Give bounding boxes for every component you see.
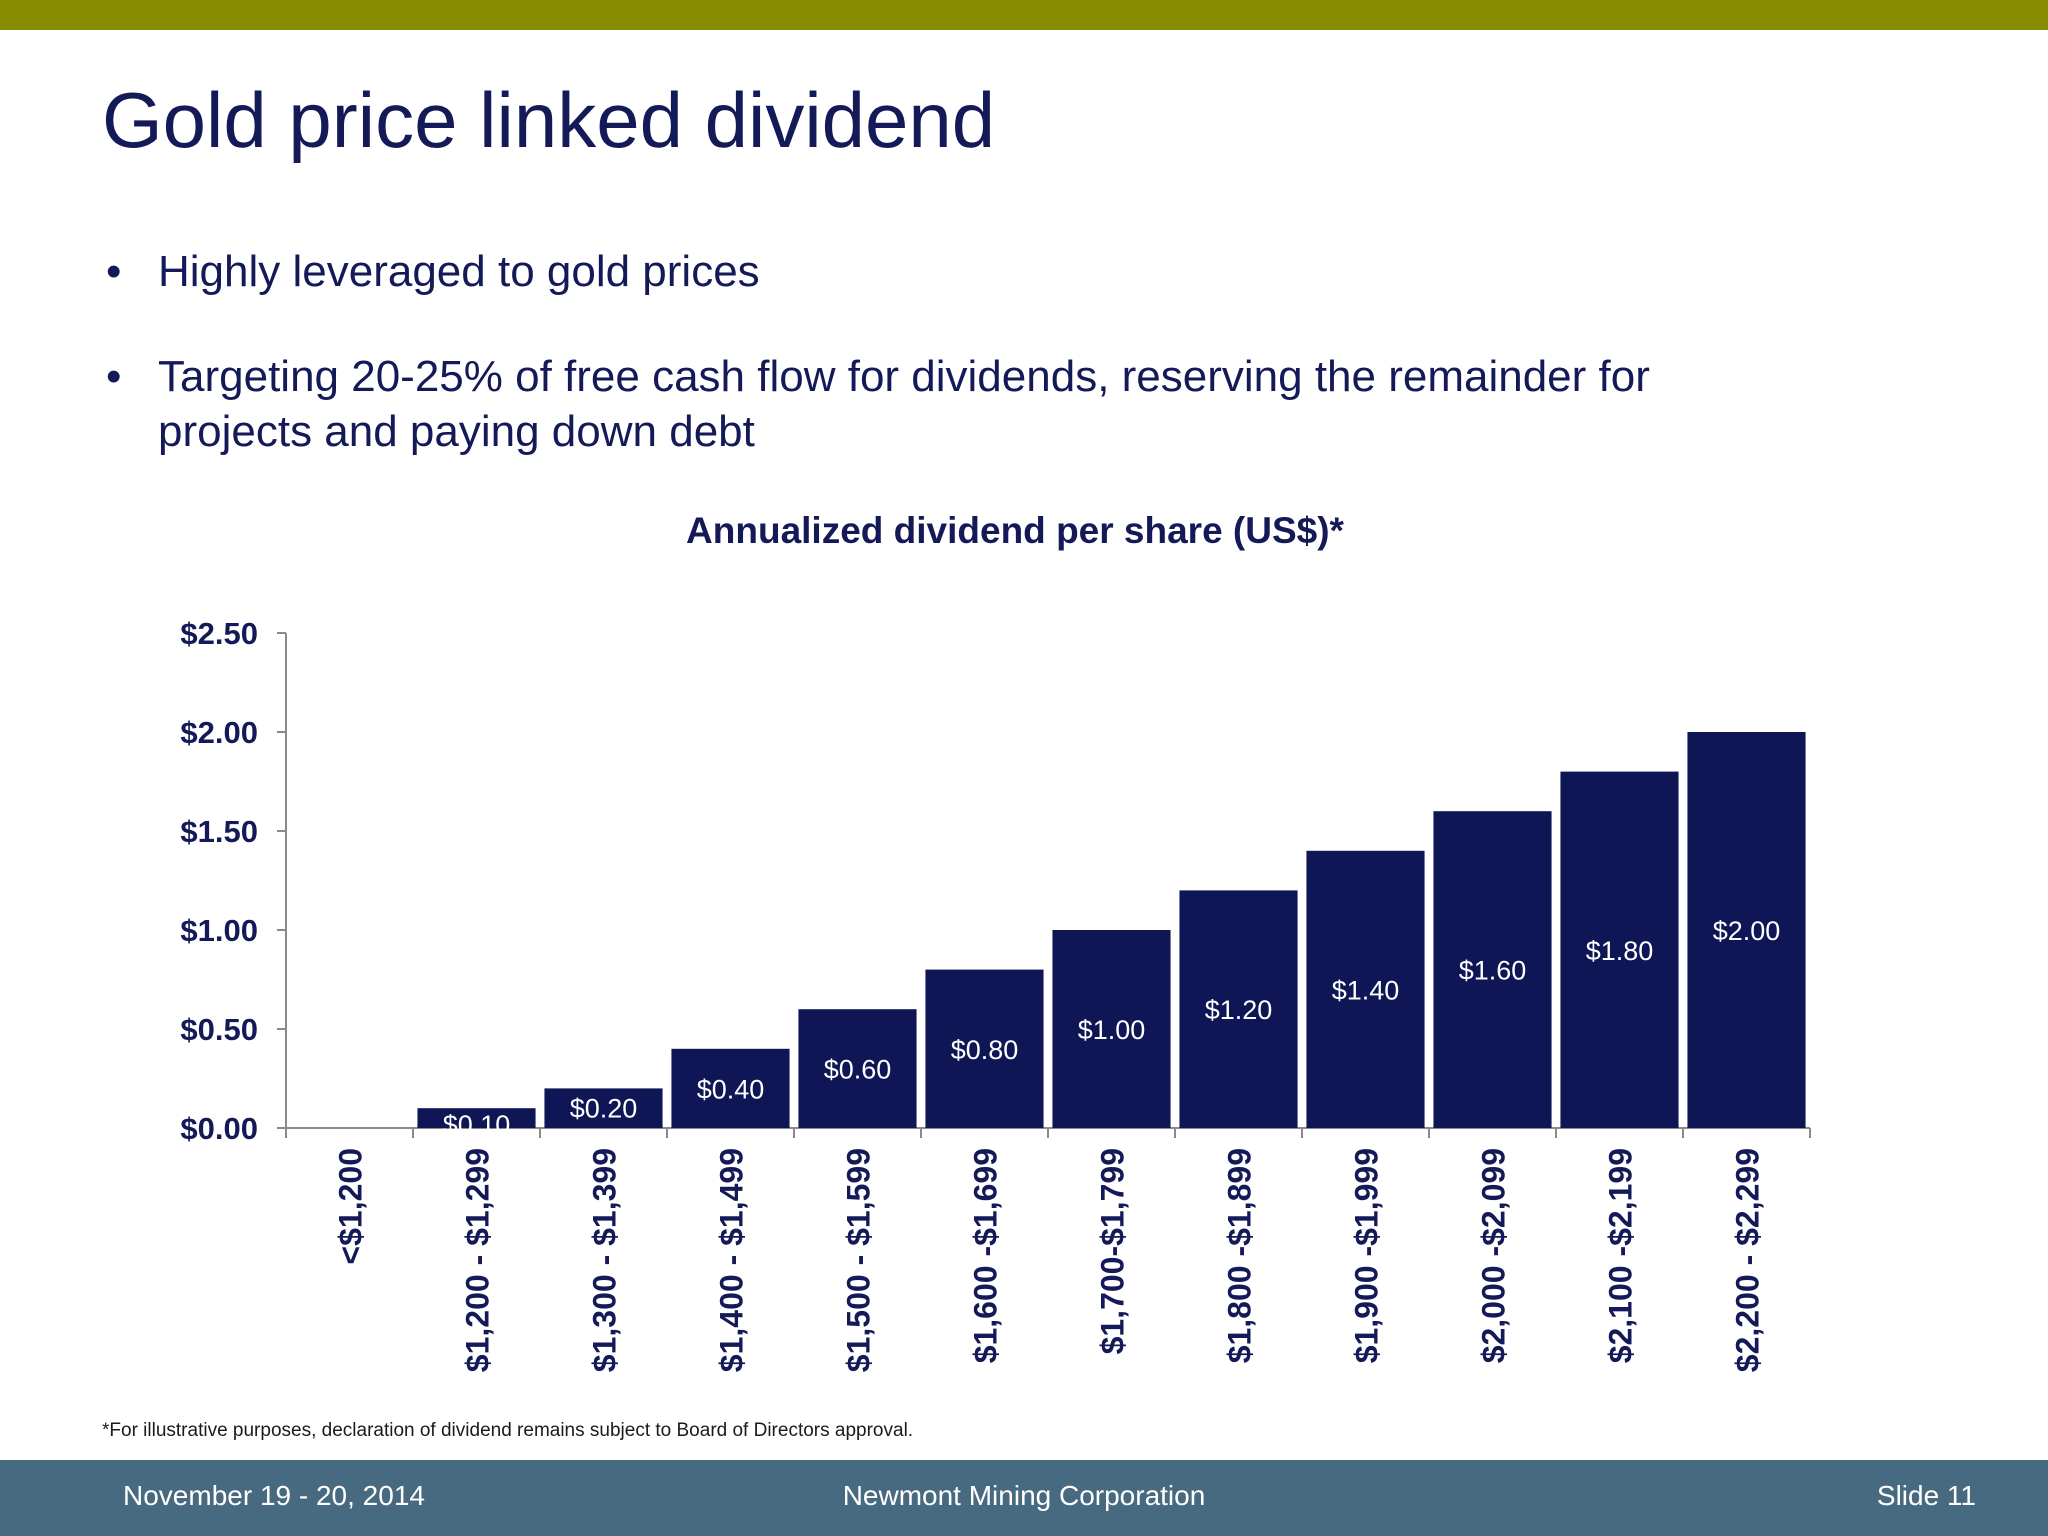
y-tick-label: $2.50 <box>180 616 258 651</box>
bar <box>1433 811 1552 1128</box>
y-tick-label: $0.50 <box>180 1012 258 1047</box>
x-category-label: $1,400 - $1,499 <box>714 1148 750 1372</box>
bar-value-label: $1.80 <box>1586 936 1654 966</box>
bar-value-label: $0.80 <box>951 1035 1019 1065</box>
bullet-text: Highly leveraged to gold prices <box>158 247 760 296</box>
bar-value-label: $2.00 <box>1713 916 1781 946</box>
bar-value-label: $1.40 <box>1332 975 1400 1005</box>
bar <box>671 1048 790 1128</box>
x-category-label: $2,100 -$2,199 <box>1603 1148 1639 1363</box>
x-category-label: $1,500 - $1,599 <box>841 1148 877 1372</box>
x-category-label: $1,800 -$1,899 <box>1222 1148 1258 1363</box>
bar <box>417 1108 536 1128</box>
dividend-bar-chart: Annualized dividend per share (US$)* $0.… <box>180 510 1811 1372</box>
slide-title: Gold price linked dividend <box>102 76 996 164</box>
x-category-label: $2,000 -$2,099 <box>1476 1148 1512 1363</box>
bar-value-label: $0.20 <box>570 1093 638 1123</box>
bar <box>1306 850 1425 1128</box>
bar-value-label: $0.40 <box>697 1074 765 1104</box>
bar <box>544 1088 663 1128</box>
chart-title: Annualized dividend per share (US$)* <box>686 510 1345 551</box>
bar <box>925 969 1044 1128</box>
bullet-icon: • <box>106 247 122 296</box>
x-category-label: $1,200 - $1,299 <box>460 1148 496 1372</box>
chart-axes: $0.00 $0.50 $1.00 $1.50 $2.00 $2.50 <box>180 616 1811 1146</box>
footer-company: Newmont Mining Corporation <box>842 1480 1206 1511</box>
bullet-text: Targeting 20-25% of free cash flow for d… <box>158 352 1650 456</box>
footer-bar: November 19 - 20, 2014 Newmont Mining Co… <box>0 1460 2048 1536</box>
bullet-item: • Targeting 20-25% of free cash flow for… <box>102 349 1802 459</box>
bar <box>1179 890 1298 1128</box>
top-accent-bar <box>0 0 2048 30</box>
bullet-list: • Highly leveraged to gold prices • Targ… <box>102 244 1802 509</box>
chart-bars <box>417 732 1806 1128</box>
x-category-label: $1,600 -$1,699 <box>968 1148 1004 1363</box>
bullet-icon: • <box>106 352 122 401</box>
y-tick-label: $0.00 <box>180 1111 258 1146</box>
bar-value-label: $1.20 <box>1205 995 1273 1025</box>
x-category-label: $1,900 -$1,999 <box>1349 1148 1385 1363</box>
y-tick-label: $1.50 <box>180 814 258 849</box>
bar <box>1052 930 1171 1128</box>
bar-value-label: $1.00 <box>1078 1015 1146 1045</box>
y-tick-label: $1.00 <box>180 913 258 948</box>
bar <box>798 1009 917 1128</box>
bar <box>1560 771 1679 1128</box>
x-category-label: <$1,200 <box>333 1148 369 1265</box>
bullet-item: • Highly leveraged to gold prices <box>102 244 1802 299</box>
footer-date: November 19 - 20, 2014 <box>123 1480 425 1511</box>
chart-labels: <$1,200 $0.10 $1,200 - $1,299 $0.20 $1,300 -… <box>333 916 1781 1372</box>
bar-value-label: $1.60 <box>1459 956 1527 986</box>
footnote: *For illustrative purposes, declaration … <box>102 1420 914 1441</box>
bar-value-label: $0.60 <box>824 1055 892 1085</box>
bar-value-label: $0.10 <box>443 1110 511 1140</box>
x-category-label: $2,200 - $2,299 <box>1730 1148 1766 1372</box>
x-category-label: $1,700-$1,799 <box>1095 1148 1131 1354</box>
x-category-label: $1,300 - $1,399 <box>587 1148 623 1372</box>
y-tick-label: $2.00 <box>180 715 258 750</box>
bar <box>1687 732 1806 1128</box>
footer-slide-number: Slide 11 <box>1876 1480 1976 1511</box>
